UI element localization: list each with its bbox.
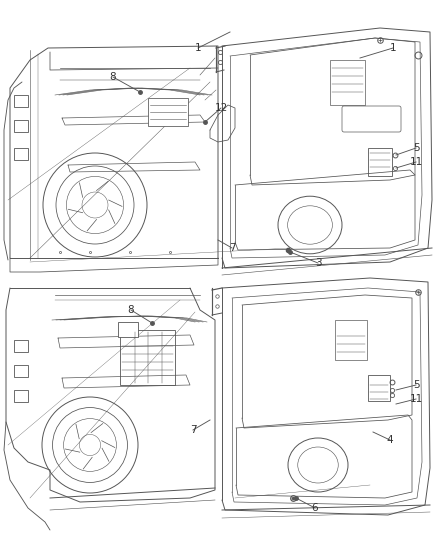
- Text: 7: 7: [190, 425, 196, 435]
- Bar: [14, 390, 28, 402]
- FancyBboxPatch shape: [148, 98, 188, 126]
- Bar: [14, 365, 28, 377]
- Text: 8: 8: [110, 72, 117, 82]
- Bar: [120, 330, 175, 385]
- Text: 6: 6: [312, 503, 318, 513]
- Text: 11: 11: [410, 394, 423, 404]
- Bar: [368, 375, 390, 401]
- Bar: [14, 340, 28, 352]
- FancyBboxPatch shape: [342, 106, 401, 132]
- Text: 5: 5: [413, 380, 419, 390]
- Bar: [368, 148, 392, 176]
- Bar: [335, 320, 367, 360]
- Bar: [14, 120, 28, 132]
- Text: 1: 1: [194, 43, 201, 53]
- Bar: [330, 60, 365, 105]
- Text: 11: 11: [410, 157, 423, 167]
- Text: 8: 8: [128, 305, 134, 315]
- Text: 12: 12: [214, 103, 228, 113]
- Text: 1: 1: [390, 43, 396, 53]
- Text: 3: 3: [314, 258, 321, 268]
- Bar: [14, 95, 28, 107]
- Text: 5: 5: [413, 143, 419, 153]
- Bar: [14, 148, 28, 160]
- Text: 4: 4: [387, 435, 393, 445]
- Text: 7: 7: [229, 243, 235, 253]
- FancyBboxPatch shape: [118, 322, 138, 337]
